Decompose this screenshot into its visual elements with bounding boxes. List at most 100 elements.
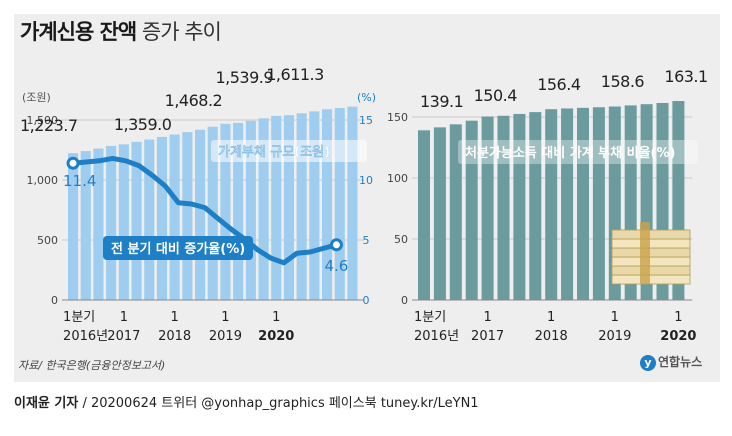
- left-x-tick-top: 1분기: [63, 310, 95, 325]
- left-bar: [258, 118, 269, 300]
- right-x-tick-top: 1분기: [414, 310, 446, 325]
- left-bar-value-label: 1,468.2: [165, 91, 223, 110]
- right-bar: [449, 124, 462, 300]
- right-chart-y-tick-label: 100: [387, 172, 408, 185]
- left-bar: [182, 132, 193, 300]
- page-title: 가계신용 잔액 증가 추이: [20, 16, 222, 46]
- right-bar: [465, 120, 478, 300]
- left-bar: [131, 141, 142, 300]
- left-y-tick-label: 0: [51, 294, 58, 307]
- right-series-label-box: [458, 140, 698, 164]
- left-bar-value-label: 1,539.9: [215, 68, 273, 87]
- left-x-tick-bottom: 2018: [158, 329, 191, 344]
- growth-rate-line: [70, 155, 339, 266]
- left-bar: [144, 139, 155, 300]
- bar-series-label-box: [211, 140, 367, 162]
- left-y-tick-label: 500: [37, 234, 58, 247]
- left-y-tick-label: 1,000: [27, 174, 59, 187]
- right-bar-value-label: 150.4: [474, 86, 518, 105]
- left-bar: [322, 109, 333, 300]
- right-unit-label: (%): [357, 91, 376, 104]
- right-bar: [433, 127, 446, 301]
- footer-rest: / 20200624 트위터 @yonhap_graphics 페이스북 tun…: [78, 396, 479, 411]
- right-bar: [418, 130, 430, 300]
- right-bar: [513, 113, 526, 300]
- money-stack-bill: [611, 229, 691, 240]
- money-stack-bill: [611, 265, 691, 276]
- left-x-tick-bottom: 2020: [258, 329, 294, 344]
- right-x-tick-bottom: 2019: [598, 329, 631, 344]
- right-x-tick-top: 1: [674, 310, 682, 325]
- left-y-tick-label: 1,500: [27, 114, 59, 127]
- left-bar: [156, 136, 167, 300]
- right-bar: [577, 107, 589, 300]
- left-bar-value-label: 1,359.0: [114, 115, 172, 134]
- line-series-label: 전 분기 대비 증가율(%): [111, 241, 245, 257]
- left-bar: [283, 115, 294, 300]
- right-bar: [592, 107, 605, 301]
- left-bar: [233, 122, 244, 300]
- money-stack-band: [640, 222, 650, 284]
- left-x-tick-top: 1: [272, 310, 280, 325]
- left-x-tick-bottom: 2016년: [63, 329, 108, 344]
- right-bar-value-label: 163.1: [664, 67, 707, 86]
- right-x-tick-top: 1: [611, 310, 619, 325]
- right-x-tick-bottom: 2020: [660, 329, 696, 344]
- left-bar: [347, 106, 358, 300]
- left-x-tick-top: 1: [120, 310, 128, 325]
- right-y-tick-label: 15: [359, 114, 373, 127]
- right-bar: [561, 108, 574, 301]
- yonhap-logo-icon: y: [640, 354, 656, 371]
- left-x-tick-top: 1: [171, 310, 179, 325]
- bar-series-label: 가계부채 규모(조원): [218, 145, 330, 160]
- left-bar: [68, 153, 79, 300]
- right-series-label: 처분가능소득 대비 가계 부채 비율(%): [465, 145, 675, 161]
- right-y-tick-label: 5: [363, 234, 370, 247]
- left-bar: [80, 151, 91, 300]
- left-bar: [309, 111, 320, 300]
- growth-end-label: 4.6: [324, 257, 348, 275]
- left-bar: [93, 148, 104, 300]
- left-bar: [169, 134, 180, 300]
- right-chart-y-tick-label: 150: [387, 111, 408, 124]
- logo-text: 연합뉴스: [658, 355, 703, 369]
- right-bar: [529, 112, 542, 301]
- left-bar: [334, 108, 345, 300]
- footer-credit: 이재윤 기자 / 20200624 트위터 @yonhap_graphics 페…: [14, 392, 479, 411]
- line-series-label-box: [103, 236, 253, 260]
- left-bar-value-label: 1,223.7: [20, 116, 78, 135]
- left-bar: [195, 129, 206, 300]
- right-x-tick-top: 1: [547, 310, 555, 325]
- right-bar-value-label: 139.1: [420, 92, 463, 111]
- right-chart-y-tick-label: 50: [394, 233, 408, 246]
- right-x-tick-bottom: 2018: [535, 329, 568, 344]
- left-bar: [220, 123, 231, 300]
- footer-byline: 이재윤 기자: [14, 396, 79, 411]
- right-bar-value-label: 156.4: [537, 75, 581, 94]
- title-light: 증가 추이: [141, 20, 222, 44]
- left-unit-label: (조원): [22, 91, 51, 104]
- right-bar-value-label: 158.6: [601, 72, 645, 91]
- right-y-tick-label: 10: [359, 174, 373, 187]
- right-bar: [481, 116, 494, 301]
- right-x-tick-top: 1: [483, 310, 491, 325]
- left-bar-value-label: 1,611.3: [266, 65, 324, 84]
- title-bold: 가계신용 잔액: [20, 20, 137, 44]
- left-x-tick-bottom: 2017: [107, 329, 140, 344]
- yonhap-logo: y 연합뉴스: [640, 353, 702, 371]
- money-stack-bill: [611, 274, 691, 285]
- left-bar: [106, 145, 117, 300]
- growth-start-label: 11.4: [63, 172, 96, 190]
- growth-start-point: [66, 156, 80, 170]
- right-x-tick-bottom: 2017: [471, 329, 504, 344]
- right-x-tick-bottom: 2016년: [414, 329, 459, 344]
- growth-end-point: [329, 238, 343, 252]
- money-stack-bill: [611, 238, 691, 249]
- right-y-tick-label: 0: [363, 294, 370, 307]
- right-chart-y-tick-label: 0: [401, 294, 408, 307]
- left-bar: [245, 120, 256, 300]
- left-bar: [118, 144, 129, 300]
- left-x-tick-bottom: 2019: [209, 329, 242, 344]
- left-bar: [296, 113, 307, 300]
